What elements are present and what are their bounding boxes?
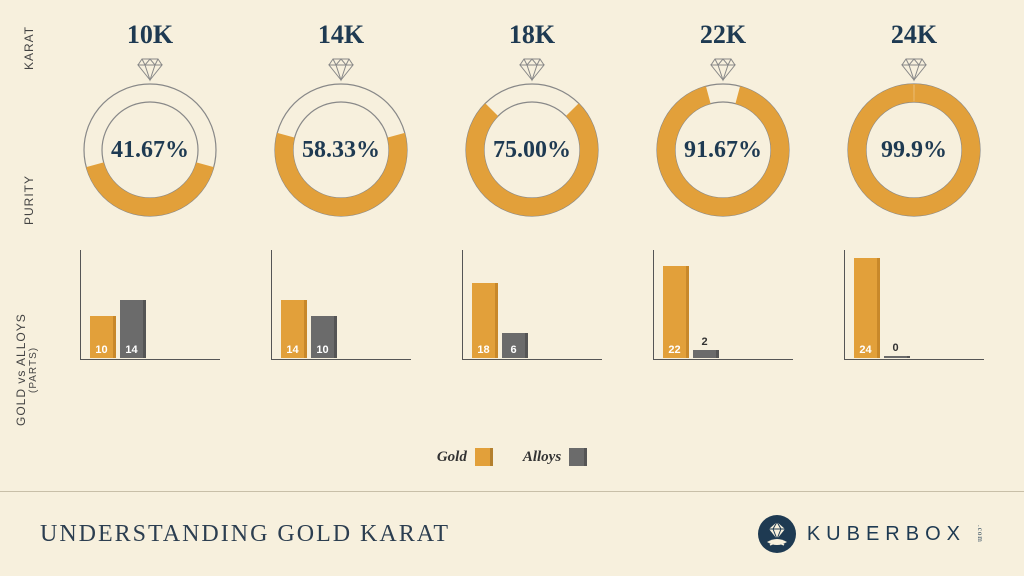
purity-text: 41.67%	[70, 80, 230, 220]
ring-wrap: 75.00%	[452, 58, 612, 228]
footer: UNDERSTANDING GOLD KARAT KUBERBOX .com	[0, 491, 1024, 576]
bars: 10 14	[90, 258, 146, 358]
bars: 14 10	[281, 258, 337, 358]
column-10K: 10K 41.67% 10 14	[60, 20, 240, 368]
bar-alloy: 14	[120, 300, 146, 358]
bar-alloy-value: 0	[892, 342, 898, 356]
swatch-gold	[475, 448, 493, 466]
side-label-karat: KARAT	[22, 30, 36, 70]
legend-alloys-label: Alloys	[523, 449, 561, 466]
bar-alloy: 2	[693, 350, 719, 358]
bar-chart: 24 0	[834, 248, 994, 368]
bar-gold-value: 10	[95, 344, 107, 358]
bars: 18 6	[472, 258, 528, 358]
bars: 24 0	[854, 258, 910, 358]
bar-alloy-value: 2	[701, 336, 707, 350]
bars: 22 2	[663, 258, 719, 358]
side-label-parts-line2: (PARTS)	[28, 300, 39, 440]
ring-wrap: 99.9%	[834, 58, 994, 228]
column-14K: 14K 58.33% 14 10	[251, 20, 431, 368]
bar-alloy-value: 10	[316, 344, 328, 358]
ring-wrap: 41.67%	[70, 58, 230, 228]
bar-alloy-value: 14	[125, 344, 137, 358]
diamond-icon	[705, 58, 741, 82]
bar-gold: 22	[663, 266, 689, 358]
bar-gold-value: 24	[859, 344, 871, 358]
karat-label: 18K	[509, 20, 555, 50]
bar-chart: 18 6	[452, 248, 612, 368]
legend-item-alloys: Alloys	[523, 448, 587, 466]
columns: 10K 41.67% 10 14 14K	[60, 20, 1004, 368]
bar-alloy: 6	[502, 333, 528, 358]
bar-gold-value: 18	[477, 344, 489, 358]
bar-gold: 14	[281, 300, 307, 358]
bar-gold-value: 22	[668, 344, 680, 358]
karat-label: 14K	[318, 20, 364, 50]
karat-label: 24K	[891, 20, 937, 50]
karat-label: 10K	[127, 20, 173, 50]
side-label-parts: GOLD vs ALLOYS (PARTS)	[14, 300, 39, 440]
bar-gold: 10	[90, 316, 116, 358]
legend-gold-label: Gold	[437, 449, 467, 466]
bar-chart: 14 10	[261, 248, 421, 368]
diamond-icon	[323, 58, 359, 82]
purity-text: 75.00%	[452, 80, 612, 220]
karat-label: 22K	[700, 20, 746, 50]
legend-item-gold: Gold	[437, 448, 493, 466]
brand: KUBERBOX .com	[757, 514, 984, 554]
diamond-icon	[896, 58, 932, 82]
purity-text: 99.9%	[834, 80, 994, 220]
diamond-icon	[132, 58, 168, 82]
diamond-icon	[514, 58, 550, 82]
purity-text: 58.33%	[261, 80, 421, 220]
column-24K: 24K 99.9% 24 0	[824, 20, 1004, 368]
bar-chart: 22 2	[643, 248, 803, 368]
column-22K: 22K 91.67% 22 2	[633, 20, 813, 368]
purity-text: 91.67%	[643, 80, 803, 220]
footer-title: UNDERSTANDING GOLD KARAT	[40, 521, 450, 548]
bar-gold: 18	[472, 283, 498, 358]
side-labels: KARAT PURITY GOLD vs ALLOYS (PARTS)	[8, 0, 48, 576]
brand-logo-icon	[757, 514, 797, 554]
bar-alloy: 10	[311, 316, 337, 358]
bar-chart: 10 14	[70, 248, 230, 368]
ring-wrap: 91.67%	[643, 58, 803, 228]
side-label-parts-line1: GOLD vs ALLOYS	[14, 314, 28, 427]
bar-gold: 24	[854, 258, 880, 358]
brand-suffix: .com	[976, 525, 984, 543]
bar-gold-value: 14	[286, 344, 298, 358]
brand-text: KUBERBOX	[807, 523, 966, 546]
bar-alloy-value: 6	[510, 344, 516, 358]
bar-alloy: 0	[884, 356, 910, 358]
column-18K: 18K 75.00% 18 6	[442, 20, 622, 368]
legend: Gold Alloys	[0, 448, 1024, 466]
swatch-alloy	[569, 448, 587, 466]
ring-wrap: 58.33%	[261, 58, 421, 228]
side-label-purity: PURITY	[22, 140, 36, 260]
